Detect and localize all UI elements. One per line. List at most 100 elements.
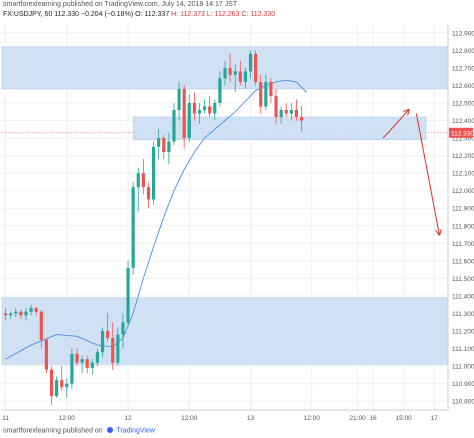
candle-body xyxy=(208,106,212,114)
highlight-zones xyxy=(1,46,449,365)
y-tick-label: 111.200 xyxy=(452,329,474,336)
y-tick-label: 111.300 xyxy=(452,311,474,318)
candle-body xyxy=(55,380,59,396)
y-tick-label: 112.400 xyxy=(452,118,474,125)
y-tick-label: 112.200 xyxy=(452,153,474,160)
annotation-arrows xyxy=(382,110,439,235)
y-tick-label: 111.000 xyxy=(452,364,474,371)
candle-body xyxy=(213,102,217,114)
candle-body xyxy=(14,311,18,314)
x-tick-label: 17 xyxy=(431,415,439,422)
x-tick-label: 12 xyxy=(124,415,132,422)
open-value: O: 112.337 xyxy=(135,11,170,18)
candle-body xyxy=(60,380,64,388)
tradingview-brand[interactable]: TradingView xyxy=(116,427,155,435)
candle-body xyxy=(29,308,33,312)
y-tick-label: 112.600 xyxy=(452,83,474,90)
candle-body xyxy=(289,109,293,114)
x-tick-label: 21:00 xyxy=(350,415,367,422)
candle-body xyxy=(228,67,232,75)
candle-body xyxy=(95,352,100,363)
candle-body xyxy=(192,102,196,114)
x-tick-label: 16 xyxy=(369,415,377,422)
y-tick-label: 111.500 xyxy=(452,276,474,283)
candle-body xyxy=(223,67,227,79)
candle-body xyxy=(299,116,304,121)
candle-body xyxy=(106,331,110,339)
candle-body xyxy=(141,173,145,188)
candle-body xyxy=(9,313,13,316)
candle-body xyxy=(264,81,268,107)
y-tick-label: 112.000 xyxy=(452,188,474,195)
y-tick-label: 112.900 xyxy=(452,30,474,37)
candle-body xyxy=(131,187,135,268)
candle-body xyxy=(203,106,207,110)
candle-body xyxy=(182,88,186,139)
y-tick-label: 112.300 xyxy=(452,136,474,143)
candle-body xyxy=(172,109,176,142)
y-tick-label: 110.800 xyxy=(452,399,474,406)
y-tick-label: 111.700 xyxy=(452,241,474,248)
x-tick-label: 12:00 xyxy=(59,415,76,422)
footer-published-by: smartforexlearning published on xyxy=(3,427,103,435)
tradingview-logo-icon xyxy=(106,427,113,433)
candle-body xyxy=(3,313,8,316)
footer-attribution: smartforexlearning published on TradingV… xyxy=(3,427,155,434)
candle-body xyxy=(162,138,166,153)
y-tick-label: 111.800 xyxy=(452,223,474,230)
candle-body xyxy=(233,71,237,75)
candle-body xyxy=(121,322,125,335)
candle-body xyxy=(259,81,263,107)
last-price-tag-label: 112.330 xyxy=(451,130,474,137)
candle-body xyxy=(254,53,258,82)
candle-body xyxy=(19,311,23,316)
y-tick-label: 112.700 xyxy=(452,65,474,72)
y-tick-label: 111.600 xyxy=(452,258,474,265)
x-tick-label: 13 xyxy=(247,415,255,422)
candle-body xyxy=(90,362,94,368)
x-tick-label: 15:00 xyxy=(395,415,412,422)
y-tick-label: 111.100 xyxy=(452,346,474,353)
candle-body xyxy=(75,353,79,363)
x-tick-label: 11 xyxy=(2,415,9,422)
y-tick-label: 110.900 xyxy=(452,381,474,388)
candle-body xyxy=(136,173,140,188)
candle-body xyxy=(243,71,247,82)
candle-body xyxy=(187,102,191,139)
high-value: H: 112.373 xyxy=(171,11,205,18)
candle-body xyxy=(65,383,69,388)
low-value: L: 112.263 xyxy=(206,11,240,18)
candlestick-series xyxy=(3,50,304,405)
candle-body xyxy=(85,359,89,368)
candle-body xyxy=(248,53,253,72)
candle-body xyxy=(238,71,242,82)
candle-body xyxy=(157,138,161,147)
candle-body xyxy=(100,331,105,353)
last-price-tag xyxy=(449,127,473,138)
candle-body xyxy=(177,88,181,110)
candle-body xyxy=(39,311,43,340)
candle-body xyxy=(151,146,156,200)
candle-body xyxy=(167,141,171,153)
candle-body xyxy=(284,109,288,114)
candle-body xyxy=(70,353,74,384)
candle-body xyxy=(80,359,84,363)
lower-support-zone xyxy=(1,297,449,365)
symbol-line: FX:USDJPY, 60 112.330 −0.204 (−0.18%) O:… xyxy=(3,11,275,18)
candle-body xyxy=(146,187,151,200)
candle-body xyxy=(126,267,130,323)
symbol-label[interactable]: FX:USDJPY, 60 xyxy=(3,11,53,18)
candle-body xyxy=(44,339,48,370)
candle-body xyxy=(279,109,283,117)
candle-body xyxy=(269,81,273,96)
candle-body xyxy=(111,338,115,363)
candle-body xyxy=(294,109,299,117)
publisher-line: smartforexlearning published on TradingV… xyxy=(3,1,238,8)
change-value: −0.204 (−0.18%) xyxy=(80,11,134,18)
candle-body xyxy=(34,308,38,312)
y-tick-label: 111.900 xyxy=(452,206,474,213)
chart-axes: 112.900 112.800 112.700 112.600 112.500 112.4… xyxy=(2,24,474,422)
y-tick-label: 112.800 xyxy=(452,48,474,55)
last-price-value: 112.330 xyxy=(54,11,80,18)
